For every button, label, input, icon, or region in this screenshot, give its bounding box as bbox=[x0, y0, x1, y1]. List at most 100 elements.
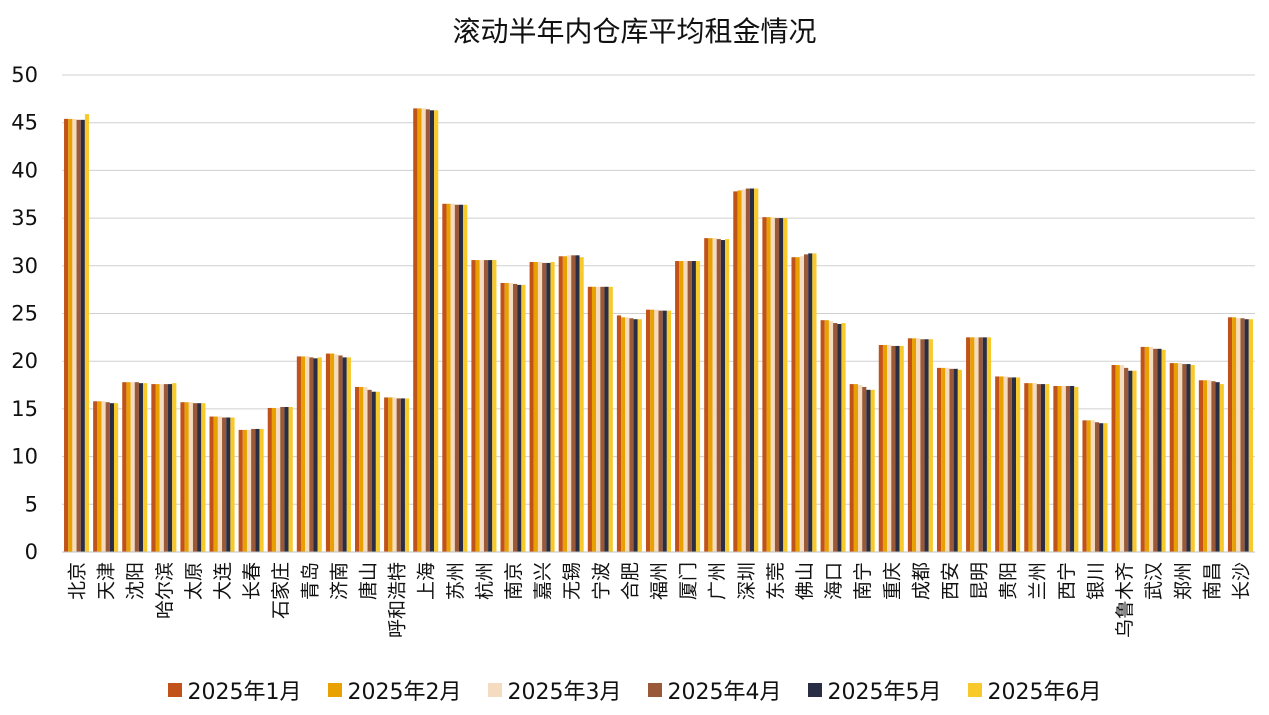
bar bbox=[766, 217, 771, 552]
bar bbox=[68, 118, 73, 552]
bar bbox=[1032, 383, 1037, 552]
bar bbox=[143, 383, 148, 552]
bar bbox=[180, 402, 185, 552]
bar bbox=[779, 218, 784, 552]
x-category-label: 唐山 bbox=[358, 562, 380, 600]
bar bbox=[679, 261, 684, 552]
bar bbox=[330, 353, 335, 552]
bar bbox=[122, 382, 127, 552]
bar bbox=[1053, 386, 1058, 552]
bar bbox=[1144, 346, 1149, 552]
bar bbox=[197, 403, 202, 552]
x-category-label: 南京 bbox=[503, 562, 525, 600]
bar bbox=[986, 337, 992, 552]
bar bbox=[80, 119, 85, 552]
bar bbox=[1099, 423, 1104, 552]
bar bbox=[658, 310, 663, 552]
bar bbox=[625, 317, 630, 552]
x-category-label: 厦门 bbox=[678, 562, 700, 600]
bar bbox=[812, 253, 817, 552]
bar bbox=[749, 188, 755, 552]
bar bbox=[458, 204, 464, 552]
bar bbox=[1070, 386, 1075, 552]
bar bbox=[1232, 317, 1237, 552]
x-category-label: 合肥 bbox=[619, 562, 641, 600]
legend-item: 2025年4月 bbox=[647, 674, 782, 706]
y-tick-label: 10 bbox=[11, 445, 38, 469]
y-tick-label: 30 bbox=[11, 254, 38, 278]
bar bbox=[317, 357, 322, 552]
bar bbox=[1094, 422, 1100, 552]
bar bbox=[650, 309, 655, 552]
bar bbox=[517, 284, 522, 552]
bar bbox=[1115, 365, 1120, 552]
bar bbox=[957, 369, 962, 552]
x-category-label: 嘉兴 bbox=[532, 562, 554, 600]
bar bbox=[1111, 365, 1116, 552]
bar bbox=[791, 257, 796, 552]
bar bbox=[754, 188, 759, 552]
bar bbox=[217, 416, 223, 552]
bar bbox=[928, 339, 933, 552]
bar bbox=[604, 286, 609, 552]
bar bbox=[421, 108, 426, 552]
bar bbox=[1007, 377, 1012, 552]
bar bbox=[508, 282, 514, 552]
bar bbox=[288, 406, 293, 552]
bar bbox=[1173, 363, 1179, 552]
bar bbox=[1065, 386, 1071, 552]
x-category-label: 哈尔滨 bbox=[154, 562, 176, 619]
bar bbox=[828, 321, 834, 552]
bar bbox=[820, 320, 825, 552]
x-category-label: 大连 bbox=[212, 562, 234, 600]
bar bbox=[737, 190, 742, 552]
bar bbox=[1090, 420, 1095, 552]
bar bbox=[521, 284, 526, 552]
bar bbox=[479, 260, 484, 552]
bar bbox=[529, 261, 534, 552]
bar bbox=[537, 261, 543, 552]
x-category-label: 成都 bbox=[910, 562, 932, 600]
bar bbox=[242, 429, 247, 552]
bar bbox=[246, 429, 252, 552]
bar bbox=[1128, 370, 1133, 552]
bar bbox=[762, 217, 767, 552]
legend-item: 2025年5月 bbox=[807, 674, 942, 706]
bar bbox=[1003, 376, 1008, 552]
legend-swatch bbox=[807, 683, 822, 697]
x-category-label: 苏州 bbox=[445, 562, 467, 600]
bar bbox=[1040, 384, 1046, 552]
x-category-label: 沈阳 bbox=[125, 562, 147, 600]
bar bbox=[388, 397, 393, 552]
bar bbox=[429, 110, 435, 552]
bar bbox=[1153, 348, 1158, 552]
x-category-label: 乌鲁木齐 bbox=[1114, 562, 1136, 638]
bar bbox=[400, 398, 405, 552]
y-tick-label: 0 bbox=[25, 540, 38, 564]
bar bbox=[475, 260, 480, 552]
bar bbox=[675, 261, 680, 552]
bar bbox=[463, 204, 468, 552]
bar bbox=[1036, 384, 1041, 552]
bar bbox=[591, 286, 597, 552]
x-category-label: 呼和浩特 bbox=[387, 562, 409, 638]
bar bbox=[255, 428, 260, 552]
bar bbox=[1207, 380, 1212, 552]
bar bbox=[1169, 363, 1174, 552]
x-category-label: 杭州 bbox=[474, 562, 496, 600]
bar bbox=[1140, 346, 1145, 552]
bar bbox=[720, 240, 726, 553]
bar bbox=[404, 398, 410, 552]
bar bbox=[296, 356, 301, 552]
bar bbox=[995, 376, 1000, 552]
bar bbox=[151, 384, 156, 552]
x-category-label: 济南 bbox=[328, 562, 350, 600]
bar bbox=[1132, 370, 1137, 552]
bar bbox=[325, 353, 331, 552]
bar bbox=[824, 320, 829, 552]
bar bbox=[238, 429, 243, 552]
bar bbox=[600, 286, 605, 552]
legend-swatch bbox=[967, 683, 982, 697]
x-category-label: 海口 bbox=[823, 562, 845, 600]
bar bbox=[596, 286, 601, 552]
